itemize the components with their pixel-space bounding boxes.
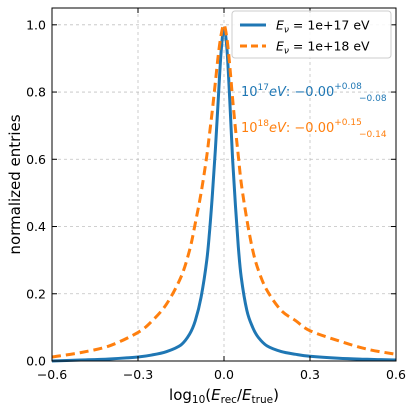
series-layer: [51, 23, 397, 363]
ticks: −0.6 −0.3 0.0 0.3 0.6 0.0 0.2 0.4 0.6 0.8 1.0: [26, 8, 406, 382]
y-tick-label-4: 0.8: [26, 85, 46, 100]
x-axis-label: log10(Erec/Etrue): [169, 386, 279, 406]
y-tick-label-0: 0.0: [26, 354, 46, 369]
x-tick-label-4: 0.6: [386, 367, 406, 382]
legend-label-1e17: Eν = 1e+17 eV: [276, 18, 370, 36]
legend-label-1e18-sym: E: [276, 39, 284, 54]
legend-label-1e17-sym: E: [276, 18, 284, 33]
annotation-1e18-value: : −0.00: [286, 121, 334, 136]
legend-box: [231, 10, 392, 59]
x-tick-label-1: −0.3: [123, 367, 153, 382]
annotation-1e17-sup: +0.08: [334, 82, 362, 92]
annotation-1e18-unit: eV: [269, 121, 287, 136]
x-label-prefix: log: [169, 386, 192, 404]
annotation-1e18-base: 10: [241, 121, 258, 136]
x-label-etrue-sub: true: [252, 394, 274, 406]
x-label-open: (: [205, 386, 211, 404]
legend-label-1e18: Eν = 1e+18 eV: [276, 39, 370, 57]
y-tick-label-5: 1.0: [26, 17, 46, 32]
annotation-1e17-sub: −0.08: [359, 94, 387, 104]
x-tick-label-3: 0.3: [300, 367, 320, 382]
annotation-1e18-exp: 18: [258, 119, 270, 129]
annotation-1e17-exp: 17: [258, 83, 269, 93]
x-label-close: ): [273, 386, 279, 404]
annotation-1e17-value: : −0.00: [286, 85, 334, 100]
y-tick-label-2: 0.4: [26, 219, 46, 234]
annotation-1e18-sub: −0.14: [359, 130, 387, 140]
y-tick-label-3: 0.6: [26, 152, 46, 167]
annotation-1e17-unit: eV: [269, 85, 287, 100]
legend-label-1e18-sub: ν: [284, 47, 289, 57]
y-tick-label-1: 0.2: [26, 286, 46, 301]
x-label-erec-sub: rec: [221, 394, 238, 406]
legend-label-1e17-text: = 1e+17 eV: [289, 18, 370, 33]
x-tick-label-0: −0.6: [37, 367, 67, 382]
annotation-1e17: 1017eV: −0.00+0.08 −0.08: [241, 82, 387, 104]
x-label-base: 10: [192, 394, 205, 406]
legend: Eν = 1e+17 eV Eν = 1e+18 eV: [231, 10, 392, 59]
x-label-slash: /: [237, 386, 243, 404]
legend-label-1e18-text: = 1e+18 eV: [289, 39, 370, 54]
annotation-1e18-sup: +0.15: [334, 118, 362, 128]
y-axis-label: normalized entries: [6, 114, 24, 254]
legend-label-1e17-sub: ν: [284, 26, 289, 36]
x-label-erec: E: [211, 386, 221, 404]
x-tick-label-2: 0.0: [214, 367, 234, 382]
series-line-1: [51, 23, 397, 359]
annotation-1e17-base: 10: [241, 85, 258, 100]
annotation-1e18: 1018eV: −0.00+0.15 −0.14: [241, 118, 387, 140]
x-label-etrue: E: [242, 386, 252, 404]
